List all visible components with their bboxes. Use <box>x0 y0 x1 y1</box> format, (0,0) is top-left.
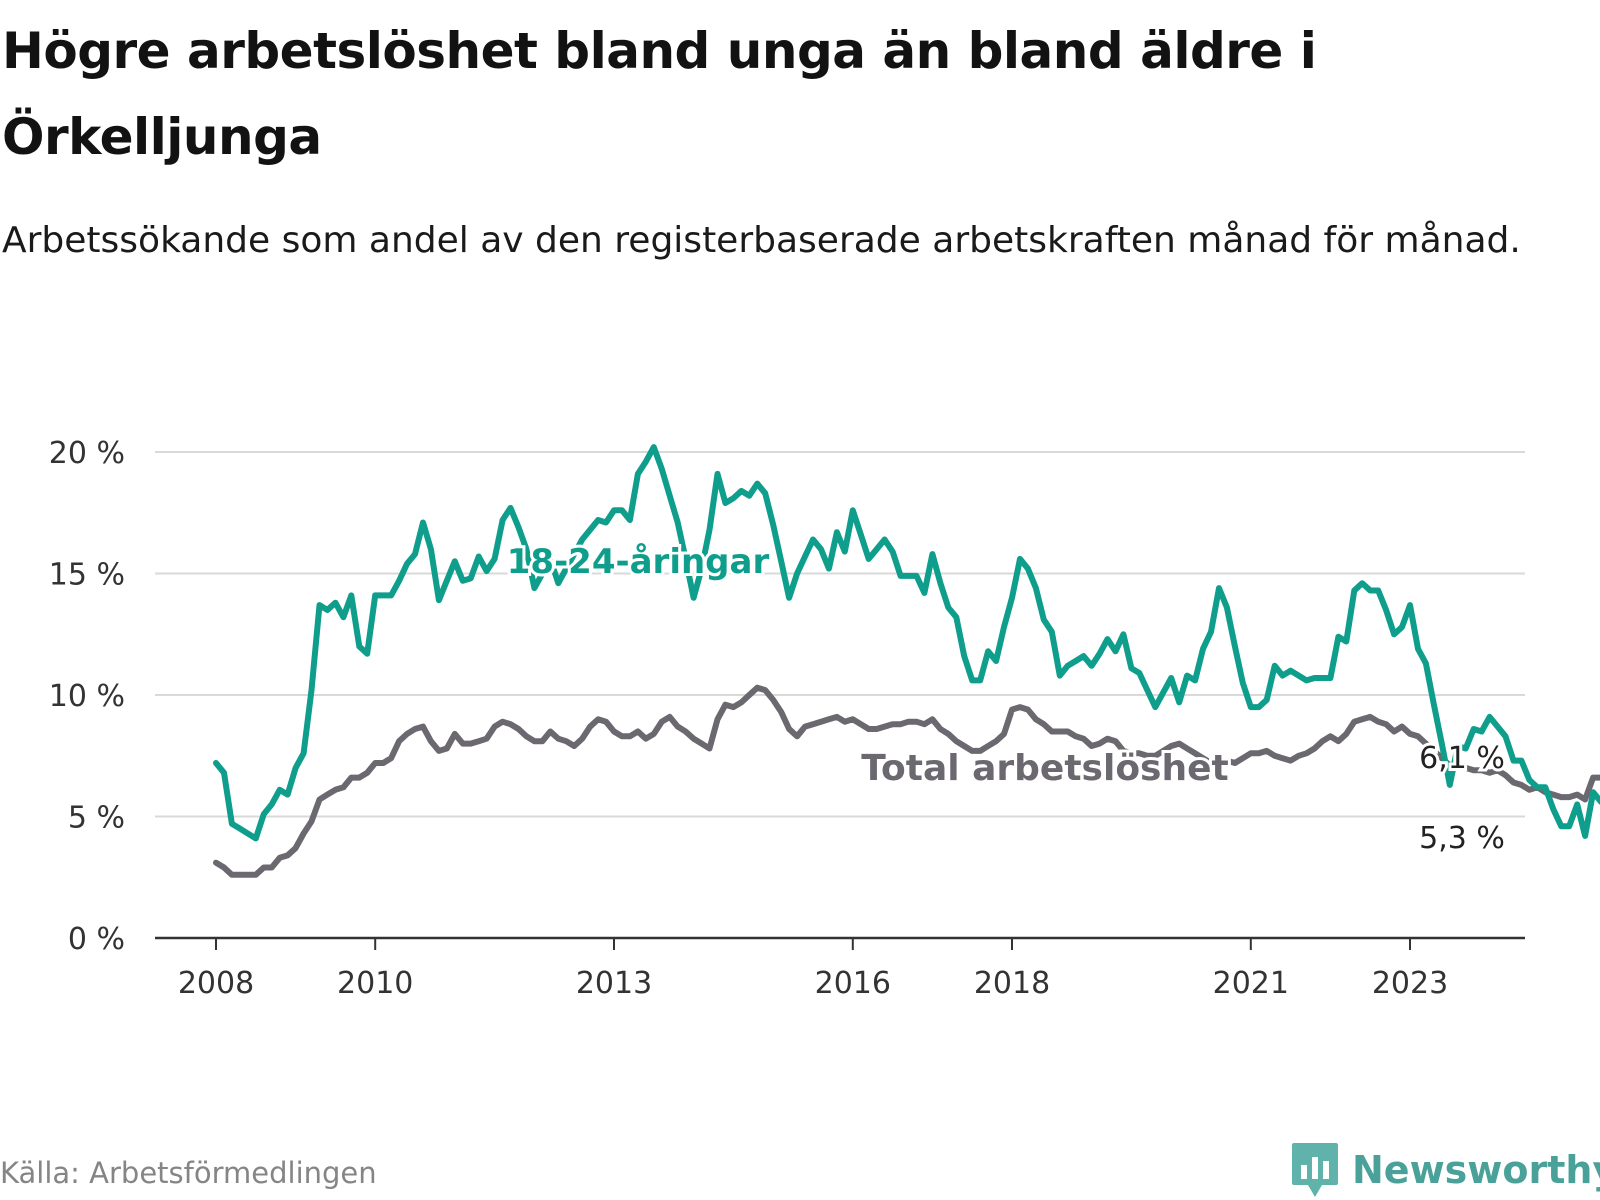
series-labels: 18-24-åringar Total arbetslöshet 6,1 % 5,3 … <box>504 539 1508 859</box>
series-line-total <box>213 684 1600 878</box>
y-tick-label: 0 % <box>68 922 125 957</box>
x-tick-label: 2018 <box>974 966 1050 1001</box>
series-lines <box>213 444 1600 878</box>
x-tick-label: 2008 <box>178 966 254 1001</box>
end-value-youth: 5,3 % <box>1419 821 1505 856</box>
brand-name: Newsworthy <box>1352 1148 1600 1192</box>
brand-logo[interactable]: Newsworthy <box>1290 1140 1600 1200</box>
newsworthy-logo-icon <box>1292 1143 1338 1197</box>
y-tick-label: 15 % <box>49 558 125 593</box>
x-tick-label: 2016 <box>815 966 891 1001</box>
gridlines <box>155 451 1525 818</box>
x-tick-label: 2021 <box>1213 966 1289 1001</box>
chart-title: Högre arbetslöshet bland unga än bland ä… <box>2 22 1317 166</box>
source-note: Källa: Arbetsförmedlingen <box>0 1156 377 1190</box>
y-tick-label: 5 % <box>68 801 125 836</box>
x-axis-ticks: 2008 2010 2013 2016 2018 2021 2023 <box>178 938 1448 1001</box>
x-tick-label: 2013 <box>576 966 652 1001</box>
y-tick-label: 20 % <box>49 436 125 471</box>
chart-subtitle: Arbetssökande som andel av den registerb… <box>2 220 1521 261</box>
series-line-youth <box>213 444 1600 842</box>
series-label-youth: 18-24-åringar <box>507 542 770 582</box>
y-tick-label: 10 % <box>49 679 125 714</box>
x-tick-label: 2023 <box>1372 966 1448 1001</box>
y-axis-ticks: 0 % 5 % 10 % 15 % 20 % <box>49 436 125 957</box>
end-value-total: 6,1 % <box>1419 741 1505 776</box>
x-tick-label: 2010 <box>337 966 413 1001</box>
series-label-total: Total arbetslöshet <box>861 748 1229 789</box>
